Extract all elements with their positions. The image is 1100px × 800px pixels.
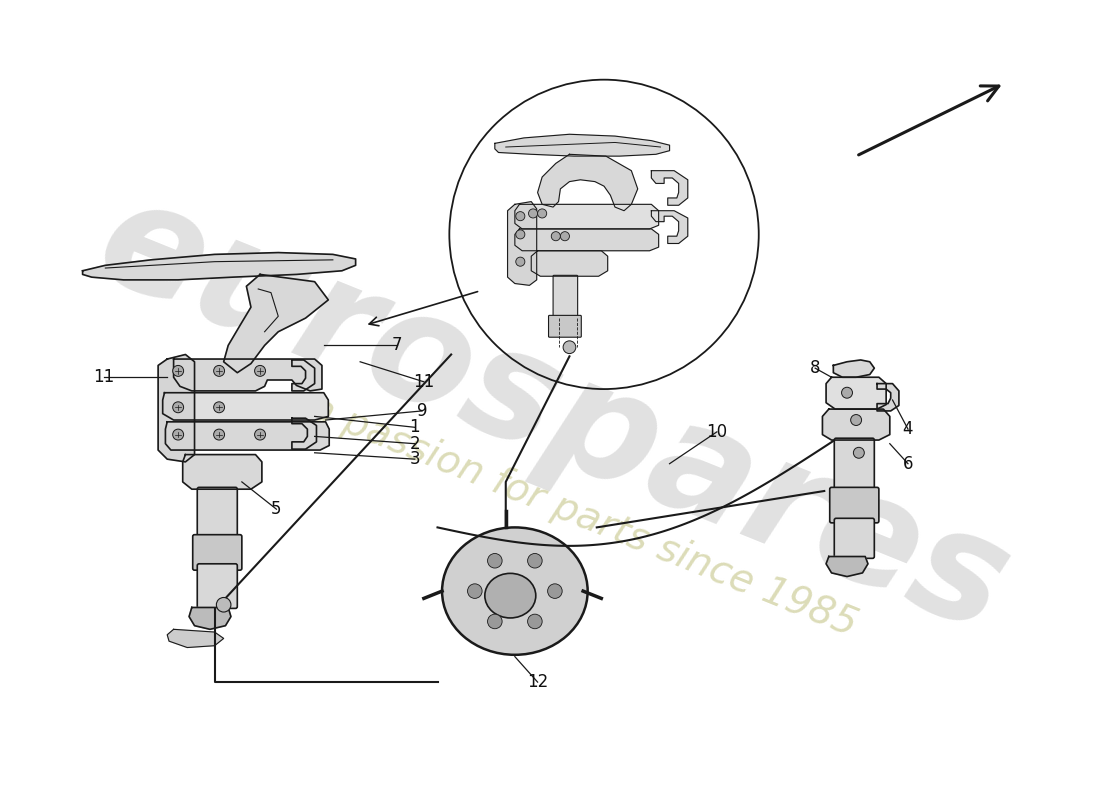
Text: 11: 11: [414, 373, 435, 390]
Text: 5: 5: [272, 500, 282, 518]
Circle shape: [173, 402, 184, 413]
Text: 2: 2: [409, 434, 420, 453]
Circle shape: [487, 554, 502, 568]
Text: a passion for parts since 1985: a passion for parts since 1985: [304, 389, 862, 644]
Polygon shape: [651, 210, 688, 243]
Polygon shape: [834, 360, 874, 378]
Polygon shape: [167, 630, 223, 647]
Circle shape: [548, 584, 562, 598]
Circle shape: [213, 429, 224, 440]
FancyBboxPatch shape: [197, 487, 238, 541]
Circle shape: [516, 257, 525, 266]
Text: 10: 10: [706, 423, 727, 441]
FancyBboxPatch shape: [549, 315, 581, 338]
Circle shape: [528, 614, 542, 629]
Circle shape: [173, 366, 184, 376]
Text: 4: 4: [903, 420, 913, 438]
Circle shape: [516, 212, 525, 221]
Polygon shape: [515, 229, 659, 250]
Polygon shape: [82, 253, 355, 280]
Polygon shape: [826, 557, 868, 577]
Text: 12: 12: [527, 673, 548, 691]
FancyBboxPatch shape: [197, 564, 238, 608]
Circle shape: [842, 387, 852, 398]
Polygon shape: [183, 454, 262, 489]
Polygon shape: [877, 384, 899, 411]
Text: 7: 7: [392, 336, 402, 354]
Circle shape: [173, 429, 184, 440]
Ellipse shape: [442, 527, 587, 655]
FancyBboxPatch shape: [834, 518, 874, 558]
Circle shape: [487, 614, 502, 629]
Circle shape: [850, 414, 861, 426]
Circle shape: [551, 232, 560, 241]
Circle shape: [468, 584, 482, 598]
Circle shape: [560, 232, 570, 241]
FancyBboxPatch shape: [192, 534, 242, 570]
Circle shape: [528, 209, 538, 218]
Circle shape: [516, 230, 525, 239]
Polygon shape: [163, 393, 328, 420]
Circle shape: [213, 402, 224, 413]
Circle shape: [528, 554, 542, 568]
Circle shape: [854, 447, 865, 458]
Circle shape: [254, 429, 265, 440]
Circle shape: [217, 598, 231, 612]
Polygon shape: [538, 154, 638, 210]
FancyBboxPatch shape: [834, 438, 874, 492]
Polygon shape: [158, 354, 195, 462]
Text: 9: 9: [417, 402, 427, 420]
Polygon shape: [507, 202, 537, 286]
Text: 11: 11: [92, 368, 114, 386]
Polygon shape: [826, 378, 887, 409]
Polygon shape: [174, 359, 322, 391]
Polygon shape: [189, 607, 231, 630]
FancyBboxPatch shape: [553, 275, 578, 318]
Polygon shape: [292, 418, 317, 449]
Circle shape: [538, 209, 547, 218]
Circle shape: [254, 366, 265, 376]
Text: 1: 1: [409, 418, 420, 436]
Polygon shape: [292, 360, 315, 391]
Circle shape: [213, 366, 224, 376]
Text: eurospares: eurospares: [77, 165, 1028, 665]
Polygon shape: [223, 274, 328, 373]
Polygon shape: [515, 204, 659, 229]
FancyBboxPatch shape: [829, 487, 879, 523]
Polygon shape: [823, 409, 890, 440]
Text: 8: 8: [810, 359, 821, 377]
Polygon shape: [165, 422, 329, 450]
Polygon shape: [531, 250, 607, 276]
Ellipse shape: [485, 574, 536, 618]
Circle shape: [563, 341, 575, 354]
Text: 3: 3: [409, 450, 420, 468]
Polygon shape: [495, 134, 670, 156]
Polygon shape: [651, 170, 688, 206]
Text: 6: 6: [903, 454, 913, 473]
